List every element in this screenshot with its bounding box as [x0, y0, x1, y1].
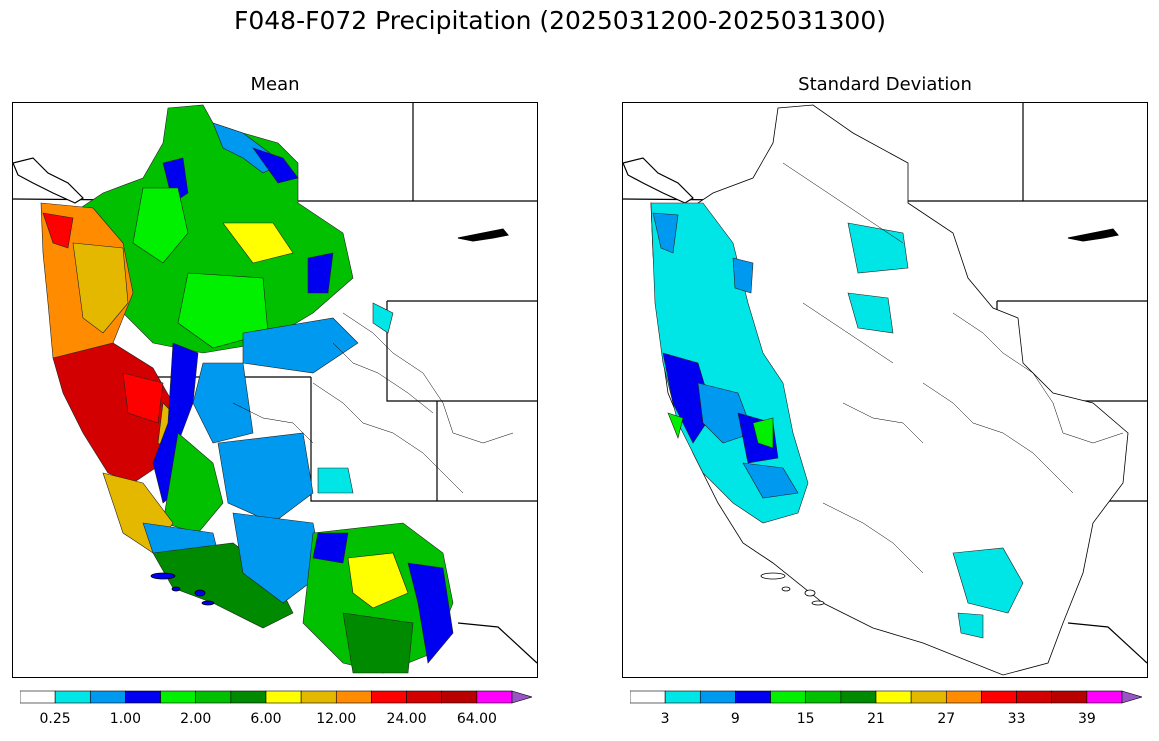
colorbar-swatch — [981, 690, 1017, 704]
std-panel-title: Standard Deviation — [798, 74, 972, 95]
colorbar-swatch — [230, 690, 267, 704]
colorbar-swatch — [840, 690, 877, 704]
colorbar-swatch — [875, 690, 912, 704]
colorbar-swatch — [89, 690, 126, 704]
colorbar-swatch — [805, 690, 842, 704]
colorbar-tick-label: 39 — [1077, 711, 1096, 727]
colorbar-tick-label: 1.00 — [109, 711, 141, 727]
colorbar-swatch — [699, 690, 736, 704]
mean-panel-title: Mean — [250, 74, 300, 95]
colorbar-swatch — [735, 690, 771, 704]
std-precip-field — [650, 202, 1024, 639]
colorbar-swatch — [300, 690, 337, 704]
mean-colorbar — [20, 690, 532, 704]
colorbar-swatch — [1016, 690, 1053, 704]
colorbar-swatch — [945, 690, 982, 704]
colorbar-swatch — [441, 690, 478, 704]
colorbar-swatch — [195, 690, 232, 704]
colorbar-extend-arrow — [1121, 690, 1142, 704]
colorbar-swatch — [54, 690, 91, 704]
colorbar-tick-label: 21 — [867, 711, 885, 727]
mean-precip-field — [40, 104, 454, 674]
colorbar-tick-label: 3 — [660, 711, 670, 727]
colorbar-swatch — [406, 690, 443, 704]
colorbar-swatch — [664, 690, 701, 704]
colorbar-swatch — [1051, 690, 1088, 704]
colorbar-tick-label: 24.00 — [386, 711, 427, 727]
colorbar-tick-label: 27 — [937, 711, 956, 727]
colorbar-swatch — [910, 690, 947, 704]
std-colorbar — [630, 690, 1142, 704]
colorbar-tick-label: 9 — [730, 711, 740, 727]
figure-title: F048-F072 Precipitation (2025031200-2025… — [233, 6, 886, 35]
colorbar-swatch — [265, 690, 302, 704]
colorbar-tick-label: 12.00 — [316, 711, 357, 727]
colorbar-extend-arrow — [511, 690, 532, 704]
colorbar-swatch — [125, 690, 161, 704]
colorbar-tick-label: 15 — [796, 711, 815, 727]
colorbar-swatch — [1086, 690, 1123, 704]
colorbar-swatch — [371, 690, 407, 704]
colorbar-swatch — [770, 690, 807, 704]
mean-map — [12, 102, 538, 678]
colorbar-tick-label: 2.00 — [180, 711, 212, 727]
colorbar-swatch — [476, 690, 513, 704]
colorbar-swatch — [20, 690, 56, 704]
colorbar-tick-label: 0.25 — [39, 711, 71, 727]
colorbar-swatch — [335, 690, 372, 704]
colorbar-tick-label: 64.00 — [456, 711, 497, 727]
colorbar-tick-label: 33 — [1007, 711, 1026, 727]
colorbar-tick-label: 6.00 — [250, 711, 282, 727]
std-map — [622, 102, 1148, 678]
colorbar-swatch — [160, 690, 197, 704]
colorbar-swatch — [630, 690, 666, 704]
